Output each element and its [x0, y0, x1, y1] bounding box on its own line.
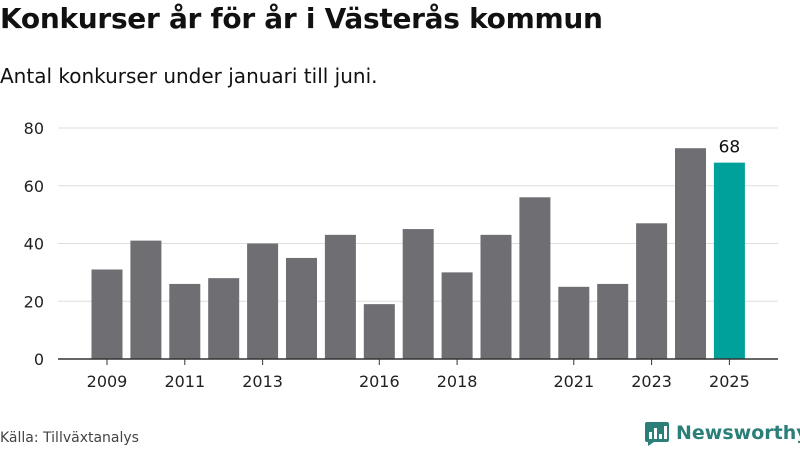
bar-2009 — [91, 269, 123, 359]
bar-2013 — [247, 243, 279, 359]
y-tick-label: 60 — [24, 177, 44, 196]
bar-2012 — [208, 278, 240, 359]
x-tick-label: 2016 — [359, 372, 400, 391]
chart-title: Konkurser år för år i Västerås kommun — [0, 2, 603, 35]
bar-2025 — [713, 162, 745, 359]
bar-2019 — [480, 234, 512, 359]
bar-2020 — [519, 197, 551, 359]
bar-2010 — [130, 240, 162, 359]
bar-2015 — [324, 234, 356, 359]
bar-2023 — [636, 223, 668, 359]
x-axis: 2009 2011 2013 2016 2018 2021 2023 2025 — [58, 358, 778, 391]
x-tick-label: 2011 — [164, 372, 205, 391]
y-tick-label: 0 — [34, 350, 44, 369]
bar-2024 — [675, 148, 706, 359]
bar-2021 — [558, 286, 590, 359]
data-label: 68 — [719, 138, 741, 158]
source-note: Källa: Tillväxtanalys — [0, 430, 139, 446]
chart-subtitle: Antal konkurser under januari till juni. — [0, 64, 378, 88]
bars — [91, 148, 745, 359]
y-tick-label: 40 — [24, 235, 44, 254]
bar-2014 — [286, 257, 317, 359]
bar-2011 — [169, 283, 201, 359]
x-tick-label: 2009 — [87, 372, 128, 391]
y-axis-labels: 0 20 40 60 80 — [24, 119, 44, 369]
data-labels: 68 — [719, 138, 741, 158]
x-tick-label: 2023 — [631, 372, 672, 391]
brand-logo: Newsworthy — [644, 420, 800, 446]
y-tick-label: 20 — [24, 292, 44, 311]
bar-2016 — [363, 304, 395, 359]
y-tick-label: 80 — [24, 119, 44, 138]
bar-2022 — [597, 283, 629, 359]
x-tick-label: 2021 — [553, 372, 594, 391]
x-tick-label: 2025 — [709, 372, 750, 391]
x-tick-label: 2013 — [242, 372, 283, 391]
newsworthy-logo-icon — [645, 422, 669, 446]
bar-2017 — [402, 229, 434, 359]
bar-2018 — [441, 272, 473, 359]
x-tick-label: 2018 — [437, 372, 478, 391]
brand-name: Newsworthy — [676, 422, 800, 444]
